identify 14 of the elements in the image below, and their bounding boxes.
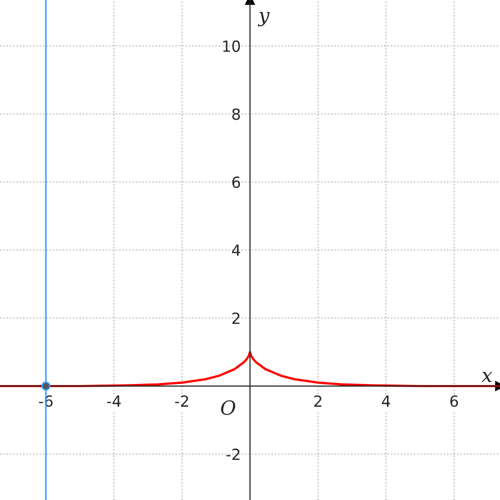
x-tick-label: -2 <box>175 395 188 407</box>
x-axis-title: x <box>482 372 492 382</box>
y-tick-label: 8 <box>232 108 240 120</box>
y-tick-label: 10 <box>223 40 240 52</box>
x-tick-label: 4 <box>382 396 390 407</box>
y-tick-label: 2 <box>232 312 240 324</box>
x-tick-label: 6 <box>450 395 458 407</box>
x-tick-label: -4 <box>107 396 121 407</box>
annotation: O <box>221 400 236 415</box>
y-tick-label: -2 <box>226 448 240 460</box>
y-tick-label: 6 <box>232 176 240 188</box>
x-tick-label: 2 <box>314 395 322 407</box>
y-axis-title: y <box>258 12 270 26</box>
y-tick-label: 4 <box>232 244 240 256</box>
